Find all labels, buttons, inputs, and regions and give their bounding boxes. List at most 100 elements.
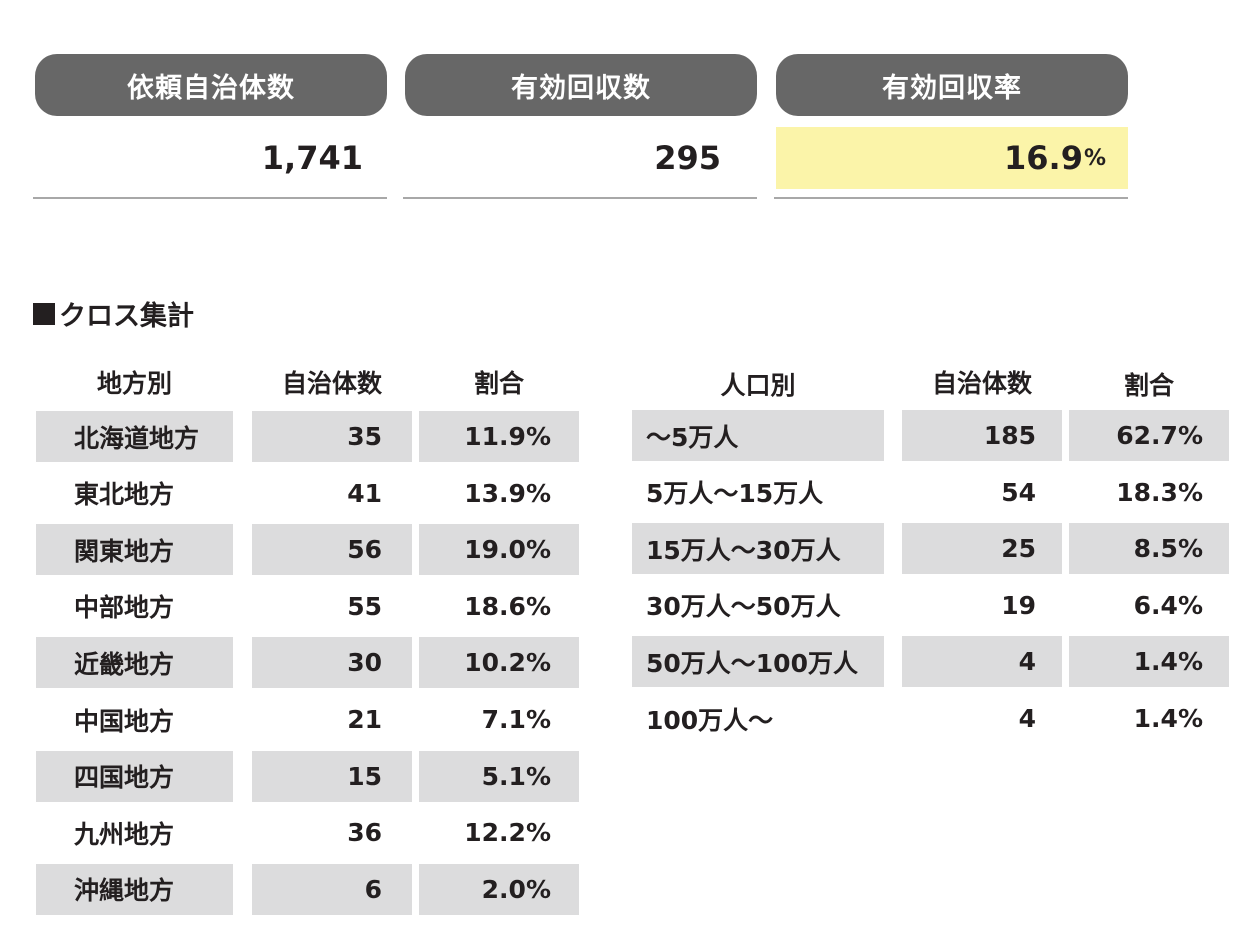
region-count: 35 [252, 411, 412, 462]
population-pct-text: 1.4% [1133, 647, 1203, 677]
population-pct: 1.4% [1069, 636, 1229, 688]
valid-responses-divider [403, 197, 757, 199]
population-table-row: 15万人〜30万人 25 8.5% [0, 523, 1239, 575]
population-range: 〜5万人 [632, 410, 884, 461]
requested-label: 依頼自治体数 [35, 54, 387, 116]
population-range: 100万人〜 [632, 693, 884, 744]
region-header-count: 自治体数 [281, 369, 382, 398]
requested-value-text: 1,741 [261, 139, 363, 177]
square-bullet-icon [33, 302, 55, 325]
region-count-text: 35 [347, 422, 382, 451]
region-pct-text: 11.9% [464, 422, 551, 451]
region-name: 九州地方 [36, 807, 233, 858]
population-pct-text: 62.7% [1116, 421, 1203, 450]
region-name: 中国地方 [36, 694, 233, 745]
region-table-row: 東北地方 41 13.9% [0, 468, 600, 519]
population-count: 25 [902, 523, 1062, 575]
requested-value: 1,741 [35, 128, 387, 188]
population-range-text: 〜5万人 [646, 422, 739, 452]
region-name: 中部地方 [36, 581, 233, 632]
population-count-text: 19 [1001, 590, 1036, 620]
region-pct: 11.9% [419, 411, 579, 462]
population-count: 185 [902, 410, 1062, 461]
region-count: 36 [252, 807, 412, 858]
population-header-pct: 割合 [1123, 371, 1174, 400]
population-table-row: 〜5万人 185 62.7% [0, 410, 1239, 461]
region-name: 四国地方 [36, 750, 233, 802]
region-pct: 7.1% [419, 694, 579, 745]
region-pct: 2.0% [419, 863, 579, 915]
region-count-text: 30 [347, 648, 382, 678]
summary-response-rate: 有効回収率 16.9% [774, 54, 1128, 199]
population-pct: 8.5% [1069, 523, 1229, 575]
region-table-row: 北海道地方 35 11.9% [0, 411, 600, 462]
cross-tab-heading: クロス集計 [33, 294, 194, 333]
region-pct: 18.6% [419, 581, 579, 632]
region-name: 北海道地方 [36, 411, 233, 462]
region-name-text: 中国地方 [74, 706, 175, 736]
region-count-text: 41 [347, 478, 382, 508]
region-name-text: 関東地方 [74, 536, 175, 566]
region-count-text: 56 [347, 535, 382, 565]
region-count-text: 6 [364, 874, 382, 904]
population-range: 5万人〜15万人 [632, 467, 884, 518]
population-table-row: 5万人〜15万人 54 18.3% [0, 467, 1239, 518]
region-count-text: 21 [347, 705, 382, 734]
region-name-text: 四国地方 [74, 763, 175, 793]
region-count-text: 36 [347, 818, 382, 848]
region-pct: 12.2% [419, 807, 579, 858]
summary-requested: 依頼自治体数 1,741 [33, 54, 387, 199]
population-pct-text: 6.4% [1133, 590, 1203, 620]
population-pct: 1.4% [1069, 693, 1229, 744]
response-rate-value: 16.9% [776, 127, 1128, 189]
region-name: 沖縄地方 [36, 863, 233, 915]
region-name: 近畿地方 [36, 637, 233, 689]
population-pct: 62.7% [1069, 410, 1229, 461]
population-count-text: 185 [983, 421, 1036, 450]
population-count: 4 [902, 693, 1062, 744]
region-count: 30 [252, 637, 412, 689]
region-pct-text: 19.0% [464, 535, 551, 565]
population-header-label: 人口別 [720, 371, 796, 400]
region-pct-text: 10.2% [464, 648, 551, 678]
population-count-text: 54 [1001, 477, 1036, 507]
region-pct-text: 5.1% [481, 761, 551, 791]
region-name-text: 九州地方 [74, 819, 175, 849]
population-table-row: 50万人〜100万人 4 1.4% [0, 636, 1239, 688]
region-table-row: 九州地方 36 12.2% [0, 807, 600, 858]
valid-responses-value: 295 [405, 128, 757, 188]
region-name-text: 沖縄地方 [74, 876, 175, 906]
population-count: 19 [902, 580, 1062, 631]
region-table-row: 中部地方 55 18.6% [0, 581, 600, 632]
population-pct-text: 8.5% [1133, 534, 1203, 564]
region-table-row: 近畿地方 30 10.2% [0, 637, 600, 689]
region-pct-text: 7.1% [481, 705, 551, 734]
requested-divider [33, 197, 387, 199]
population-pct-text: 1.4% [1133, 704, 1203, 733]
region-name-text: 東北地方 [74, 480, 175, 510]
population-table-row: 30万人〜50万人 19 6.4% [0, 580, 1239, 631]
region-pct: 13.9% [419, 468, 579, 519]
region-header-label: 地方別 [96, 369, 172, 398]
region-count: 6 [252, 863, 412, 915]
region-count: 55 [252, 581, 412, 632]
response-rate-number: 16.9 [1004, 139, 1083, 177]
population-range-text: 5万人〜15万人 [646, 479, 824, 509]
valid-responses-value-text: 295 [654, 139, 721, 177]
region-table-row: 関東地方 56 19.0% [0, 524, 600, 576]
region-table-row: 沖縄地方 6 2.0% [0, 863, 600, 915]
population-range-text: 30万人〜50万人 [646, 592, 841, 622]
population-range: 30万人〜50万人 [632, 580, 884, 631]
summary-valid-responses: 有効回収数 295 [403, 54, 757, 199]
population-range: 50万人〜100万人 [632, 636, 884, 688]
population-range-text: 100万人〜 [646, 705, 774, 735]
region-name: 東北地方 [36, 468, 233, 519]
region-pct-text: 2.0% [481, 874, 551, 904]
region-pct-text: 18.6% [464, 591, 551, 621]
population-count-text: 4 [1018, 647, 1036, 677]
region-count: 21 [252, 694, 412, 745]
region-header-pct: 割合 [473, 369, 524, 398]
region-pct-text: 12.2% [464, 818, 551, 848]
region-count: 56 [252, 524, 412, 576]
population-count: 4 [902, 636, 1062, 688]
